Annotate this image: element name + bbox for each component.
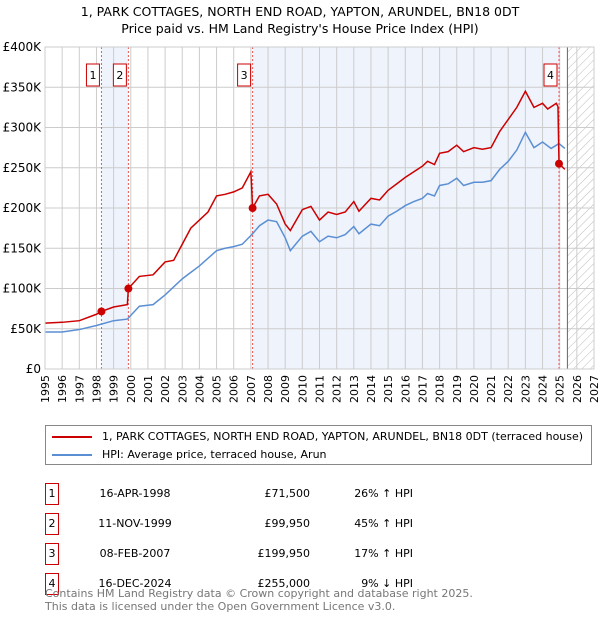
x-tick-label: 2023 <box>519 375 532 403</box>
x-tick-label: 2012 <box>331 375 344 403</box>
sale-number-badge: 1 <box>45 483 59 505</box>
x-tick-label: 2009 <box>279 375 292 403</box>
y-tick-label: £400K <box>3 40 43 54</box>
sale-row: 3 08-FEB-2007 £199,950 17% ↑ HPI <box>45 543 445 565</box>
sale-price: £71,500 <box>264 487 311 500</box>
legend: 1, PARK COTTAGES, NORTH END ROAD, YAPTON… <box>45 425 593 465</box>
y-tick-label: £250K <box>3 161 43 175</box>
x-tick-label: 2011 <box>314 375 327 403</box>
sale-hpi-diff: 45% ↑ HPI <box>354 517 413 530</box>
x-tick-label: 2002 <box>159 375 172 403</box>
x-tick-label: 1998 <box>90 375 103 403</box>
sale-price: £255,000 <box>257 577 311 590</box>
sale-row: 1 16-APR-1998 £71,500 26% ↑ HPI <box>45 483 445 505</box>
x-tick-label: 2001 <box>142 375 155 403</box>
sale-point <box>124 284 133 293</box>
chart-title: 1, PARK COTTAGES, NORTH END ROAD, YAPTON… <box>80 4 520 19</box>
sale-point <box>555 159 564 168</box>
x-tick-label: 1997 <box>73 375 86 403</box>
x-tick-label: 2020 <box>468 375 481 403</box>
x-tick-label: 2019 <box>451 375 464 403</box>
sale-label-box <box>237 63 252 87</box>
sale-label-box <box>112 63 127 87</box>
sale-label: 3 <box>241 69 248 82</box>
x-tick-label: 2008 <box>262 375 275 403</box>
x-tick-label: 2003 <box>176 375 189 403</box>
sale-label-box <box>85 63 100 87</box>
x-tick-label: 1995 <box>39 375 52 403</box>
x-tick-label: 2007 <box>245 375 258 403</box>
plot-border <box>44 46 595 370</box>
y-tick-label: £350K <box>3 80 43 94</box>
x-tick-label: 2025 <box>554 375 567 403</box>
y-tick-label: £200K <box>3 201 43 215</box>
legend-hpi-swatch <box>52 454 92 456</box>
legend-price-label: 1, PARK COTTAGES, NORTH END ROAD, YAPTON… <box>102 430 584 443</box>
x-tick-label: 2021 <box>485 375 498 403</box>
sale-number-badge: 2 <box>45 513 59 535</box>
x-tick-label: 2005 <box>211 375 224 403</box>
footer-copyright: Contains HM Land Registry data © Crown c… <box>45 587 473 600</box>
price-chart: 1995 1996 1997 1998 1999 2000 2001 2002 2003 2004… <box>3 40 600 403</box>
x-tick-label: 2004 <box>193 375 206 403</box>
sale-price: £199,950 <box>257 547 311 560</box>
x-tick-label: 2017 <box>416 375 429 403</box>
sale-hpi-diff: 26% ↑ HPI <box>354 487 413 500</box>
sale-label: 4 <box>547 69 554 82</box>
legend-hpi-label: HPI: Average price, terraced house, Arun <box>102 448 327 461</box>
sale-label-box <box>543 63 558 87</box>
hpi-line <box>45 130 566 333</box>
x-tick-label: 1996 <box>56 375 69 403</box>
sale-date: 16-APR-1998 <box>99 487 171 500</box>
x-tick-label: 2016 <box>399 375 412 403</box>
x-tick-label: 2013 <box>348 375 361 403</box>
x-tick-label: 2014 <box>365 375 378 403</box>
x-tick-label: 2027 <box>588 375 600 403</box>
sale-row: 2 11-NOV-1999 £99,950 45% ↑ HPI <box>45 513 445 535</box>
x-tick-label: 1999 <box>108 375 121 403</box>
sale-point <box>248 204 257 213</box>
y-tick-label: £0 <box>26 362 41 376</box>
x-tick-label: 2026 <box>571 375 584 403</box>
sale-label: 1 <box>89 69 96 82</box>
x-tick-label: 2010 <box>296 375 309 403</box>
sale-number-badge: 3 <box>45 543 59 565</box>
x-tick-label: 2024 <box>537 375 550 403</box>
sale-row: 4 16-DEC-2024 £255,000 9% ↓ HPI <box>45 573 445 595</box>
x-tick-label: 2006 <box>228 375 241 403</box>
x-tick-label: 2018 <box>434 375 447 403</box>
sale-date: 16-DEC-2024 <box>98 577 172 590</box>
x-tick-label: 2022 <box>502 375 515 403</box>
footer-licence: This data is licensed under the Open Gov… <box>45 600 396 613</box>
sale-hpi-diff: 9% ↓ HPI <box>361 577 413 590</box>
y-tick-label: £100K <box>3 282 43 296</box>
sale-point <box>97 307 106 316</box>
legend-price-swatch <box>52 436 92 438</box>
sale-label: 2 <box>116 69 123 82</box>
sale-number-badge: 4 <box>45 573 59 595</box>
x-tick-label: 2000 <box>125 375 138 403</box>
sale-price: £99,950 <box>264 517 311 530</box>
sale-hpi-diff: 17% ↑ HPI <box>354 547 413 560</box>
x-tick-label: 2015 <box>382 375 395 403</box>
chart-subtitle: Price paid vs. HM Land Registry's House … <box>121 21 479 36</box>
sale-date: 11-NOV-1999 <box>98 517 172 530</box>
y-tick-label: £150K <box>3 241 43 255</box>
price-line <box>44 89 566 324</box>
y-tick-label: £300K <box>3 121 43 135</box>
sale-date: 08-FEB-2007 <box>99 547 171 560</box>
y-tick-label: £50K <box>10 322 42 336</box>
